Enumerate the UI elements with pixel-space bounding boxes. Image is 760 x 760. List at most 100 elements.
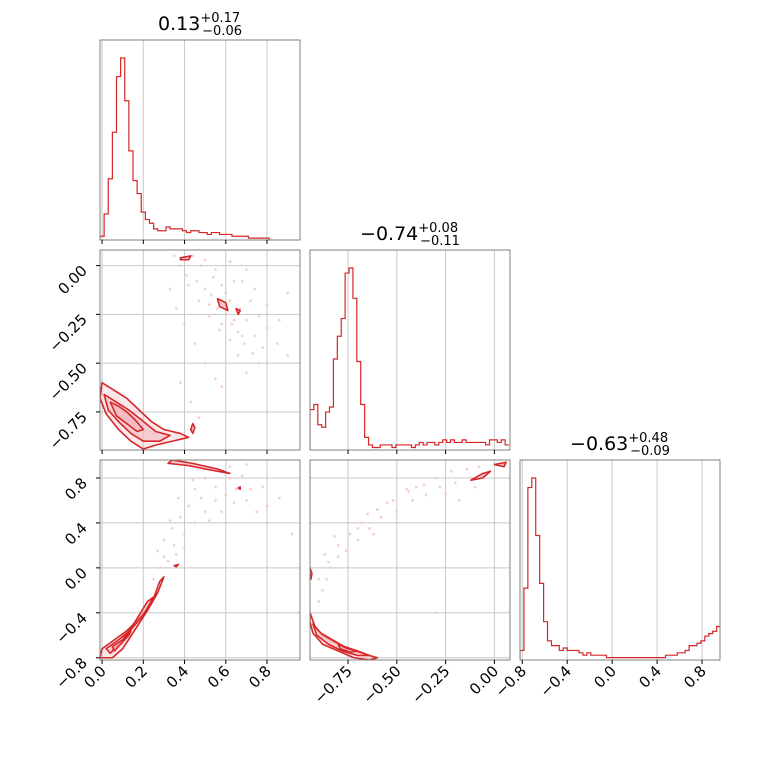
pair-0-contour-0 (100, 381, 190, 450)
pair-2-marks (310, 461, 507, 660)
pair-2-point-12 (438, 485, 442, 489)
pair-0-point-21 (261, 346, 265, 349)
pair-0-point-42 (214, 377, 217, 381)
pair-2-point-11 (424, 493, 428, 497)
pair-0-point-2 (185, 273, 188, 277)
pair-2-contour-4 (470, 470, 492, 482)
pair-0-point-22 (187, 283, 191, 287)
pair-0-point-35 (257, 314, 261, 318)
panel-titles: 0.13+0.17 −0.06 −0.74+0.08 −0.11 −0.63+0.48−… (158, 11, 670, 459)
pair-0-point-9 (236, 330, 240, 334)
pair-1-point-11 (187, 504, 191, 508)
pair-1-point-26 (220, 510, 224, 514)
histogram-panel-1 (309, 249, 511, 454)
pair-0-point-60 (207, 303, 211, 307)
hist-0-marks (100, 57, 274, 240)
title-param-2: −0.63+0.48 −0.09 (570, 431, 670, 459)
pair-0-point-26 (228, 338, 232, 342)
pair-0-point-39 (183, 322, 186, 326)
pair-2-point-18 (348, 532, 352, 536)
pair-0-point-1 (179, 264, 182, 268)
pair-0-ytick-label-3: 0.00 (54, 262, 90, 298)
pair-2-contour-2 (337, 643, 359, 653)
pair-0-point-51 (286, 353, 290, 357)
pair-1-point-12 (199, 496, 203, 500)
pair-0-point-27 (236, 353, 240, 357)
pair-1-point-29 (261, 485, 265, 489)
pair-0-point-29 (199, 264, 203, 268)
pair-2-point-4 (336, 555, 340, 559)
pair-1-point-21 (158, 566, 162, 570)
pair-2-xtick-label-0: −0.75 (311, 662, 356, 707)
pair-1-point-37 (244, 463, 248, 466)
pair-0-point-14 (203, 258, 207, 262)
title-param-1: −0.74+0.08 −0.11 (360, 221, 460, 249)
pair-1-border (99, 459, 301, 661)
title-param-0: 0.13+0.17 −0.06 (158, 11, 242, 39)
pair-2-point-27 (477, 465, 481, 469)
pair-0-point-17 (228, 299, 232, 303)
pair-1-marks (100, 460, 300, 659)
pair-0-marks (100, 254, 290, 450)
title-param-1-center: −0.74 (360, 223, 418, 245)
pair-0-point-33 (240, 334, 244, 338)
pair-0-border (99, 249, 301, 451)
pair-2-point-1 (321, 588, 325, 592)
pair-0-contour-1 (103, 393, 171, 443)
pair-1-point-16 (179, 515, 182, 519)
pair-1-point-18 (162, 538, 166, 542)
pair-0-point-0 (172, 254, 176, 258)
pair-0-point-41 (203, 361, 207, 365)
pair-1-point-5 (214, 499, 217, 502)
pair-2-point-9 (395, 510, 399, 514)
pair-1-xtick-label-4: 0.8 (245, 662, 275, 692)
title-param-0-plus: +0.17 (200, 11, 240, 26)
pair-0-point-54 (197, 416, 201, 420)
pair-2-point-16 (327, 560, 330, 564)
pair-1-point-19 (156, 549, 160, 553)
pair-0-point-47 (240, 279, 244, 283)
hist-1-marks (310, 267, 510, 450)
hist-2-xtick-label-1: −0.4 (537, 662, 575, 700)
title-param-2-minus: −0.09 (630, 444, 670, 459)
pair-0-point-49 (265, 303, 269, 307)
pair-1-point-25 (207, 519, 211, 523)
pair-2-border (309, 459, 511, 661)
pair-2-point-24 (434, 476, 438, 480)
pair-0-point-50 (277, 318, 281, 322)
pair-1-contour-5 (237, 486, 242, 491)
hist-1-border (309, 249, 511, 451)
pair-1-point-0 (162, 555, 166, 559)
pair-2-point-37 (405, 487, 408, 491)
title-param-2-plus: +0.48 (628, 431, 668, 446)
pair-1-point-27 (232, 501, 236, 505)
pair-2-point-25 (450, 469, 453, 473)
hist-0-border (99, 39, 301, 241)
pair-1-contour-1 (105, 596, 155, 655)
pair-1-point-24 (183, 546, 186, 550)
pair-1-point-1 (172, 543, 176, 547)
pair-1-contour-3 (167, 460, 231, 475)
pair-2-point-10 (411, 499, 414, 502)
pair-0-point-53 (189, 400, 193, 404)
pair-2-xtick-label-2: −0.25 (408, 662, 453, 707)
pair-0-point-20 (253, 334, 257, 338)
pair-0-point-52 (179, 381, 182, 385)
hist-2-step-line (520, 477, 720, 660)
pair-2-contour-1 (312, 623, 371, 657)
pair-1-point-39 (176, 496, 180, 500)
pair-1-point-38 (168, 519, 172, 523)
pair-0-point-37 (275, 342, 279, 346)
scatter-panel-0-2: 0.0 0.2 0.4 0.6 0.8−0.8−0.40.00.40.8 (52, 459, 301, 692)
pair-2-point-23 (422, 483, 426, 487)
pair-0-point-6 (216, 307, 219, 310)
hist-2-xtick-label-0: −0.8 (492, 662, 530, 700)
pair-0-point-63 (244, 268, 248, 271)
pair-2-point-28 (317, 577, 321, 581)
pair-0-point-10 (242, 342, 246, 346)
pair-1-point-34 (203, 476, 207, 480)
pair-1-point-6 (224, 493, 228, 497)
pair-0-contour-4 (216, 297, 229, 312)
pair-1-ytick-label-1: −0.4 (52, 609, 90, 647)
